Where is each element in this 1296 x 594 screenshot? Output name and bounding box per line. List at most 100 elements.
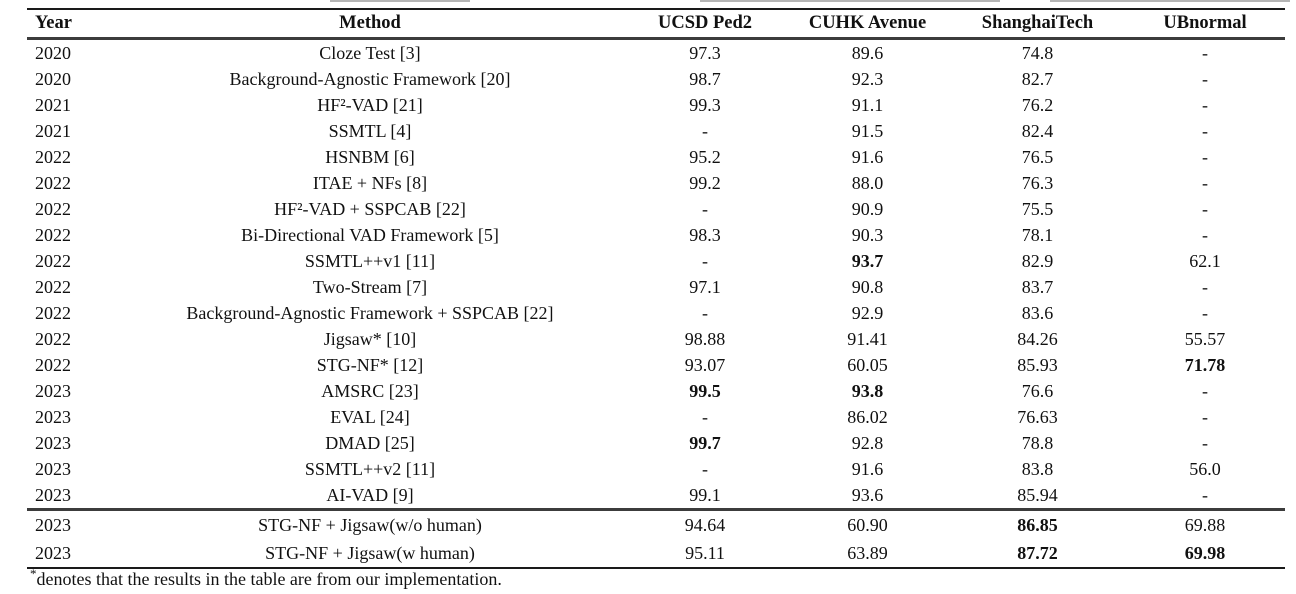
value-cell: 90.9 [851,199,884,219]
value-cell: 91.6 [851,147,884,167]
value-cell: 55.57 [1184,329,1226,349]
value-cell: 97.3 [689,43,721,63]
value-cell: 97.1 [689,277,721,297]
value-cell: 83.8 [1021,459,1054,479]
table-row: 2022 ITAE + NFs [8] 99.2 88.0 76.3 - [27,170,1285,196]
year-cell: 2022 [35,277,71,297]
value-cell: 93.6 [851,485,884,505]
value-cell: 99.2 [689,173,721,193]
table-row: 2022 Jigsaw* [10] 98.88 91.41 84.26 55.57 [27,326,1285,352]
footnote-text: denotes that the results in the table ar… [36,569,502,589]
value-cell: 76.63 [1017,407,1058,427]
value-cell: 69.88 [1125,508,1285,539]
table-footnote: *denotes that the results in the table a… [30,566,502,590]
value-cell: 83.6 [1021,303,1054,323]
year-cell: 2022 [35,303,71,323]
method-cell: SSMTL++v2 [11] [304,459,436,479]
year-cell: 2022 [35,251,71,271]
table-row: 2020 Background-Agnostic Framework [20] 98… [27,66,1285,92]
value-cell: 85.94 [1017,485,1058,505]
method-cell: Cloze Test [3] [319,43,421,63]
value-cell: 71.78 [1184,355,1226,375]
value-cell: 56.0 [1189,459,1221,479]
value-cell: 86.85 [950,508,1125,539]
table-row: 2022 HSNBM [6] 95.2 91.6 76.5 - [27,144,1285,170]
value-cell: 91.1 [851,95,884,115]
table-row: 2022 Bi-Directional VAD Framework [5] 98.3… [27,222,1285,248]
table-row: 2023 STG-NF + Jigsaw(w human) 95.11 63.89 87… [27,539,1285,569]
column-header-ubnormal: UBnormal [1125,8,1285,40]
value-cell: 95.2 [689,147,721,167]
value-cell: 92.8 [851,433,884,453]
value-cell: 86.02 [847,407,888,427]
table-header: Year Method UCSD Ped2 CUHK Avenue Shangh… [27,8,1285,40]
value-cell: 82.4 [1021,121,1054,141]
method-cell: DMAD [25] [325,433,415,453]
table-row: 2021 SSMTL [4] - 91.5 82.4 - [27,118,1285,144]
value-cell: 87.72 [950,539,1125,569]
value-cell: - [1202,277,1208,297]
value-cell: - [1202,69,1208,89]
year-cell: 2022 [35,147,71,167]
method-cell: STG-NF + Jigsaw(w/o human) [115,508,625,539]
method-cell: AMSRC [23] [321,381,419,401]
method-cell: EVAL [24] [330,407,410,427]
value-cell: - [1202,147,1208,167]
results-table: Year Method UCSD Ped2 CUHK Avenue Shangh… [27,8,1285,569]
year-cell: 2022 [35,329,71,349]
footnote-asterisk: * [30,566,37,581]
value-cell: 63.89 [785,539,950,569]
value-cell: - [1202,225,1208,245]
value-cell: 93.07 [684,355,726,375]
year-cell: 2023 [35,381,71,401]
column-header-ucsd-ped2: UCSD Ped2 [625,8,785,40]
method-cell: Bi-Directional VAD Framework [5] [241,225,499,245]
table-row: 2023 STG-NF + Jigsaw(w/o human) 94.64 60.90… [27,508,1285,539]
method-cell: HF²-VAD [21] [317,95,423,115]
value-cell: - [702,459,708,479]
value-cell: - [1202,407,1208,427]
year-cell: 2023 [27,539,115,569]
column-header-shanghaitech: ShanghaiTech [950,8,1125,40]
year-cell: 2021 [35,121,71,141]
table-row: 2023 AMSRC [23] 99.5 93.8 76.6 - [27,378,1285,404]
column-header-method: Method [115,8,625,40]
method-cell: Jigsaw* [10] [323,329,417,349]
value-cell: 99.3 [689,95,721,115]
table-row: 2022 HF²-VAD + SSPCAB [22] - 90.9 75.5 - [27,196,1285,222]
table-row: 2022 Background-Agnostic Framework + SSPC… [27,300,1285,326]
value-cell: - [1202,433,1208,453]
value-cell: 83.7 [1021,277,1054,297]
value-cell: 78.8 [1021,433,1054,453]
table-row: 2023 DMAD [25] 99.7 92.8 78.8 - [27,430,1285,456]
year-cell: 2022 [35,355,71,375]
value-cell: 99.5 [689,381,721,401]
method-cell: SSMTL++v1 [11] [304,251,436,271]
table-row: 2022 SSMTL++v1 [11] - 93.7 82.9 62.1 [27,248,1285,274]
value-cell: 92.3 [851,69,884,89]
value-cell: - [1202,303,1208,323]
year-cell: 2020 [35,69,71,89]
method-cell: SSMTL [4] [328,121,412,141]
value-cell: 99.7 [689,433,721,453]
value-cell: 62.1 [1189,251,1221,271]
method-cell: STG-NF* [12] [316,355,424,375]
value-cell: 98.7 [689,69,721,89]
value-cell: 89.6 [851,43,884,63]
header-row: Year Method UCSD Ped2 CUHK Avenue Shangh… [27,8,1285,40]
table-row: 2023 EVAL [24] - 86.02 76.63 - [27,404,1285,430]
value-cell: 94.64 [625,508,785,539]
method-cell: HSNBM [6] [325,147,415,167]
value-cell: 98.3 [689,225,721,245]
year-cell: 2022 [35,199,71,219]
column-header-year: Year [27,8,115,40]
value-cell: 76.6 [1021,381,1054,401]
year-cell: 2020 [35,43,71,63]
cropped-text-artifact [1050,0,1290,2]
method-cell: AI-VAD [9] [326,485,414,505]
value-cell: 99.1 [689,485,721,505]
value-cell: 60.05 [847,355,888,375]
method-cell: Background-Agnostic Framework [20] [229,69,511,89]
method-cell: Two-Stream [7] [312,277,428,297]
value-cell: 91.6 [851,459,884,479]
